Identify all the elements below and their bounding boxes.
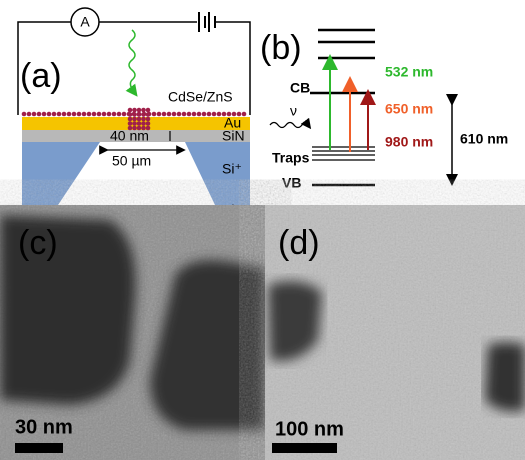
dot — [128, 117, 133, 122]
dot — [57, 112, 62, 117]
dot — [62, 112, 67, 117]
dot — [217, 112, 222, 117]
figure: A (a) CdSe/ZnS Au SiN Si⁺ SiN 40 nm 50 µ… — [0, 0, 525, 460]
panel-c: (c) 30 nm — [0, 205, 265, 460]
dot — [157, 112, 162, 117]
dot — [52, 112, 57, 117]
layer-label: SiN — [222, 128, 245, 144]
dot — [152, 112, 157, 117]
dot — [132, 121, 137, 126]
dot — [97, 112, 102, 117]
panel-label: (a) — [20, 57, 62, 95]
dot — [67, 112, 72, 117]
dot — [32, 112, 37, 117]
scale-label: 30 nm — [15, 416, 73, 438]
level-label: VB — [282, 175, 301, 191]
panel-label: (b) — [260, 29, 302, 67]
dot — [128, 108, 133, 113]
dot — [146, 117, 151, 122]
width-label: 50 µm — [112, 153, 151, 169]
dot — [212, 112, 217, 117]
dot — [102, 112, 107, 117]
dot — [182, 112, 187, 117]
dot — [122, 112, 127, 117]
dot — [162, 112, 167, 117]
dot — [172, 112, 177, 117]
panel-label: (c) — [18, 224, 58, 262]
dot — [37, 112, 42, 117]
dot — [141, 117, 146, 122]
scale-bar — [272, 443, 337, 453]
wavelength-label: 650 nm — [385, 101, 433, 117]
dot — [87, 112, 92, 117]
dot — [192, 112, 197, 117]
level-label: CB — [290, 80, 310, 96]
dot — [137, 121, 142, 126]
dot — [167, 112, 172, 117]
dot — [128, 112, 133, 117]
dot — [92, 112, 97, 117]
gap-label: 610 nm — [460, 131, 508, 147]
dot — [177, 112, 182, 117]
dot — [137, 108, 142, 113]
dot — [42, 112, 47, 117]
panel-d: (d) 100 nm — [265, 205, 525, 460]
dot — [242, 112, 247, 117]
dot — [117, 112, 122, 117]
dot — [141, 112, 146, 117]
wavelength-label: 532 nm — [385, 64, 433, 80]
layer-label: Si⁺ — [222, 161, 242, 177]
dot — [141, 121, 146, 126]
ammeter-label: A — [80, 14, 90, 30]
dot — [82, 112, 87, 117]
panel-label: (d) — [278, 224, 320, 262]
dot — [77, 112, 82, 117]
dot — [202, 112, 207, 117]
photon-label: ν — [290, 103, 297, 119]
dot — [112, 112, 117, 117]
material-label: CdSe/ZnS — [168, 89, 233, 105]
level-label: Traps — [272, 150, 310, 166]
dot — [146, 121, 151, 126]
thickness-label: 40 nm — [110, 128, 149, 144]
nanocrystal — [485, 343, 525, 412]
dot — [27, 112, 32, 117]
dot — [128, 121, 133, 126]
dot — [72, 112, 77, 117]
dot — [132, 117, 137, 122]
dot — [187, 112, 192, 117]
scale-label: 100 nm — [275, 418, 344, 440]
dot — [107, 112, 112, 117]
dot — [47, 112, 52, 117]
dot — [137, 112, 142, 117]
wavelength-label: 980 nm — [385, 134, 433, 150]
dot — [132, 108, 137, 113]
dot — [132, 112, 137, 117]
dot — [146, 112, 151, 117]
dot — [197, 112, 202, 117]
dot — [146, 108, 151, 113]
scale-bar — [15, 443, 63, 453]
dot — [137, 117, 142, 122]
dot — [207, 112, 212, 117]
dot — [22, 112, 27, 117]
dot — [141, 108, 146, 113]
